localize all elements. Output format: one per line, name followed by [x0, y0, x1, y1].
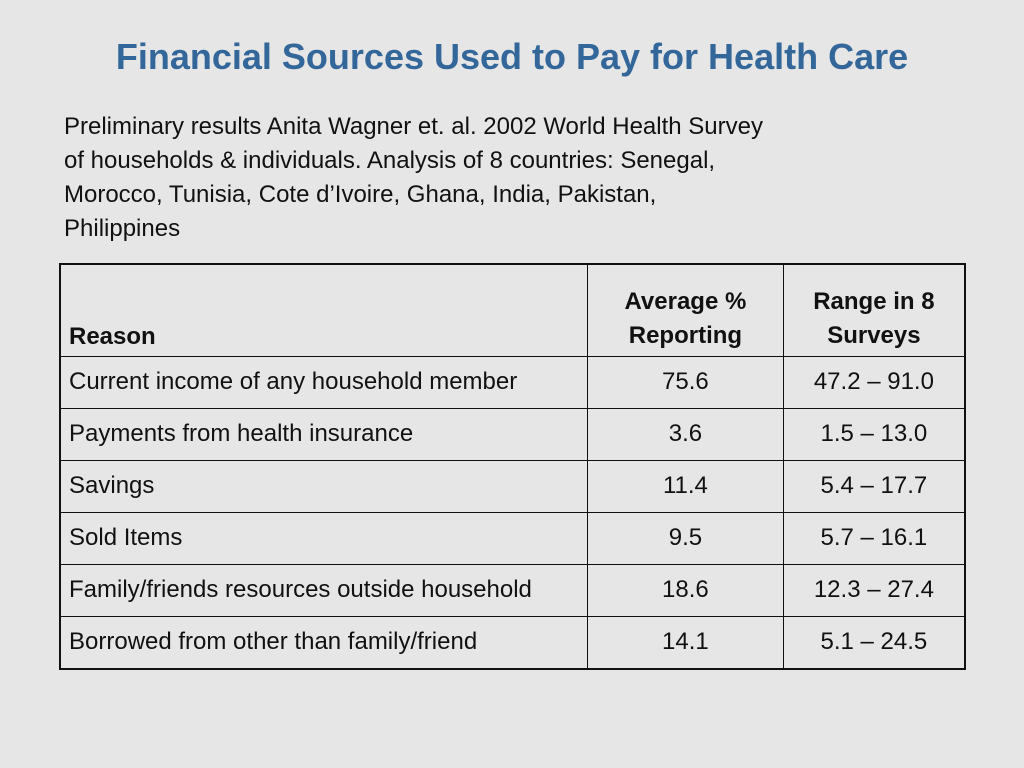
cell-range: 5.4 – 17.7 [782, 459, 966, 513]
financial-sources-table: Reason Average % Reporting Range in 8 Su… [59, 263, 966, 670]
table-row: Current income of any household member 7… [59, 355, 966, 409]
cell-average: 75.6 [587, 355, 784, 409]
cell-average: 14.1 [587, 615, 784, 669]
table-row: Sold Items 9.5 5.7 – 16.1 [59, 511, 966, 565]
cell-range: 5.1 – 24.5 [782, 615, 966, 669]
table-header-row: Reason Average % Reporting Range in 8 Su… [59, 263, 966, 357]
cell-average: 9.5 [587, 511, 784, 565]
cell-range: 5.7 – 16.1 [782, 511, 966, 565]
table-row: Savings 11.4 5.4 – 17.7 [59, 459, 966, 513]
cell-reason: Savings [59, 459, 589, 513]
header-range: Range in 8 Surveys [782, 263, 966, 357]
cell-range: 12.3 – 27.4 [782, 563, 966, 617]
subtitle: Preliminary results Anita Wagner et. al.… [64, 110, 944, 246]
header-reason: Reason [59, 263, 589, 357]
cell-reason: Payments from health insurance [59, 407, 589, 461]
cell-average: 18.6 [587, 563, 784, 617]
cell-average: 3.6 [587, 407, 784, 461]
table-row: Family/friends resources outside househo… [59, 563, 966, 617]
subtitle-line: of households & individuals. Analysis of… [64, 147, 716, 174]
subtitle-line: Philippines [64, 215, 181, 242]
cell-reason: Family/friends resources outside househo… [59, 563, 589, 617]
table-row: Payments from health insurance 3.6 1.5 –… [59, 407, 966, 461]
subtitle-line: Morocco, Tunisia, Cote d’Ivoire, Ghana, … [64, 181, 657, 208]
cell-reason: Current income of any household member [59, 355, 589, 409]
cell-range: 1.5 – 13.0 [782, 407, 966, 461]
subtitle-line: Preliminary results Anita Wagner et. al.… [64, 113, 763, 140]
page-title: Financial Sources Used to Pay for Health… [115, 36, 909, 77]
cell-reason: Sold Items [59, 511, 589, 565]
cell-average: 11.4 [587, 459, 784, 513]
table-row: Borrowed from other than family/friend 1… [59, 615, 966, 669]
cell-range: 47.2 – 91.0 [782, 355, 966, 409]
cell-reason: Borrowed from other than family/friend [59, 615, 589, 669]
header-average: Average % Reporting [587, 263, 784, 357]
